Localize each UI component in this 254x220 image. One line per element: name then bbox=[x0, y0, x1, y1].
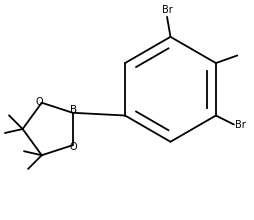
Text: Br: Br bbox=[235, 120, 246, 130]
Text: Br: Br bbox=[162, 5, 172, 15]
Text: B: B bbox=[70, 105, 77, 115]
Text: O: O bbox=[70, 142, 77, 152]
Text: O: O bbox=[36, 97, 43, 107]
